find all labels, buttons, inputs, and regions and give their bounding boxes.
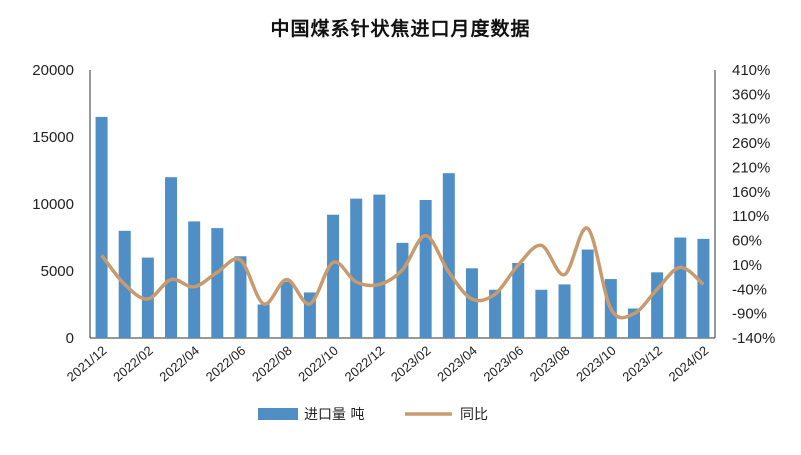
x-tick-label: 2023/02	[388, 343, 434, 385]
bar	[257, 304, 270, 338]
right-tick-label: 260%	[732, 135, 770, 152]
legend-label-bar: 进口量 吨	[304, 407, 364, 423]
x-tick-label: 2023/12	[619, 343, 665, 385]
bar	[95, 116, 108, 339]
bar	[651, 272, 664, 338]
left-tick-label: 0	[66, 330, 74, 347]
bar	[234, 256, 247, 338]
x-tick-label: 2023/10	[573, 343, 619, 385]
bar	[465, 268, 478, 338]
x-tick-label: 2021/12	[64, 343, 110, 385]
right-tick-label: -40%	[732, 281, 767, 298]
right-tick-label: 310%	[732, 111, 770, 128]
bar	[489, 289, 502, 338]
bar	[697, 238, 710, 338]
right-tick-label: 160%	[732, 184, 770, 201]
bar	[512, 262, 525, 338]
bar	[327, 214, 340, 338]
bar	[211, 228, 224, 338]
yoy-line	[100, 226, 705, 320]
bar	[442, 173, 455, 338]
right-tick-label: 210%	[732, 159, 770, 176]
line-series	[100, 226, 705, 320]
bar	[165, 177, 178, 338]
bar	[419, 199, 432, 338]
right-tick-label: 410%	[732, 62, 770, 79]
right-tick-label: 60%	[732, 233, 762, 250]
x-tick-label: 2024/02	[666, 343, 712, 385]
right-tick-label: 110%	[732, 208, 769, 225]
left-tick-label: 20000	[32, 62, 74, 79]
bar	[558, 284, 571, 338]
left-tick-label: 10000	[32, 196, 74, 213]
x-tick-label: 2022/02	[110, 343, 156, 385]
bar	[280, 281, 293, 338]
left-tick-label: 5000	[41, 263, 74, 280]
right-tick-label: -140%	[732, 330, 775, 347]
bar	[674, 237, 687, 338]
x-tick-label: 2022/10	[295, 343, 341, 385]
bar	[350, 198, 363, 338]
legend-swatch-bar	[258, 408, 298, 420]
x-tick-label: 2023/04	[434, 343, 480, 385]
right-tick-label: 10%	[732, 257, 762, 274]
chart-title: 中国煤系针状焦进口月度数据	[270, 18, 531, 40]
right-tick-label: -90%	[732, 306, 767, 323]
bar	[373, 194, 386, 338]
x-axis-ticks: 2021/12 2022/02 2022/04 2022/06 2022/08 2022/…	[64, 343, 711, 385]
legend-label-line: 同比	[460, 407, 488, 423]
x-tick-label: 2022/12	[342, 343, 388, 385]
x-tick-label: 2023/06	[481, 343, 527, 385]
x-tick-label: 2023/08	[527, 343, 573, 385]
x-tick-label: 2022/06	[203, 343, 249, 385]
left-axis-ticks: 20000 15000 10000 5000 0	[32, 62, 74, 347]
right-axis-ticks: 410% 360% 310% 260% 210% 160% 110% 60% 10% -40% -9…	[732, 62, 775, 347]
left-tick-label: 15000	[32, 129, 74, 146]
bar	[535, 289, 548, 338]
bar	[581, 249, 594, 338]
x-tick-label: 2022/08	[249, 343, 295, 385]
legend: 进口量 吨 同比	[258, 407, 488, 423]
bar-series	[95, 116, 710, 339]
bar	[396, 242, 409, 338]
right-tick-label: 360%	[732, 86, 770, 103]
bar	[188, 221, 201, 338]
x-tick-label: 2022/04	[156, 343, 202, 385]
